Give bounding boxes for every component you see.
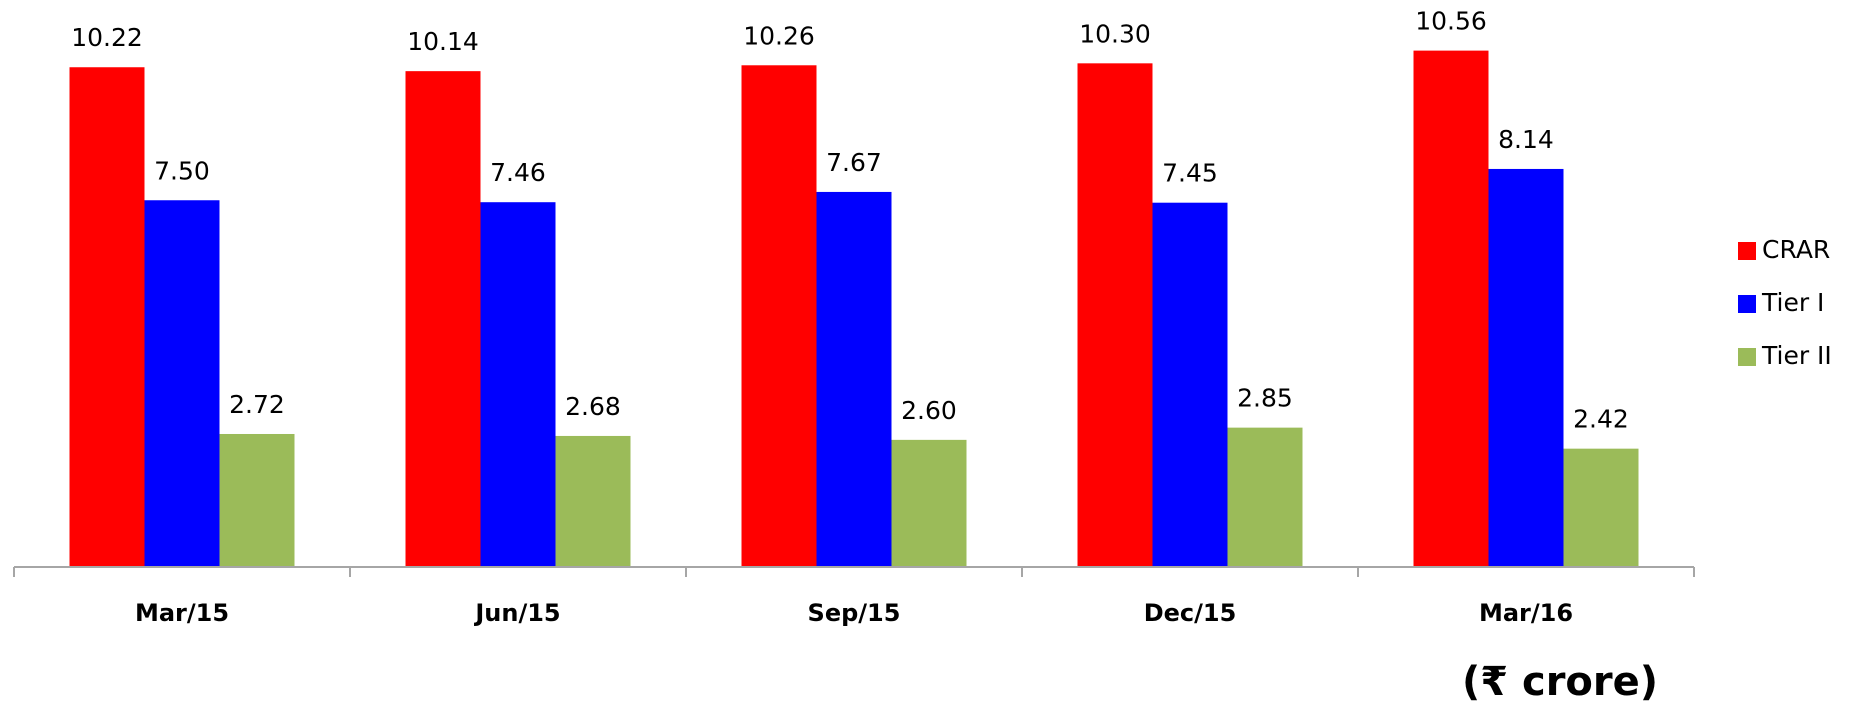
bar — [1077, 63, 1153, 568]
bar — [1152, 202, 1228, 567]
data-label: 2.42 — [1573, 405, 1629, 434]
data-label: 2.85 — [1237, 384, 1293, 413]
bar — [1563, 448, 1639, 567]
legend-swatch — [1738, 242, 1756, 260]
data-label: 10.22 — [71, 23, 143, 52]
legend-label: Tier II — [1761, 341, 1832, 370]
data-label: 7.50 — [154, 156, 210, 185]
bar — [891, 439, 967, 567]
bar — [219, 433, 295, 567]
x-tick-label: Jun/15 — [473, 599, 560, 627]
bar — [1413, 50, 1489, 567]
data-label: 10.26 — [743, 21, 815, 50]
data-label: 7.46 — [490, 158, 546, 187]
data-label: 7.45 — [1162, 159, 1218, 188]
bar — [1488, 168, 1564, 568]
data-label: 8.14 — [1498, 125, 1554, 154]
bar — [816, 191, 892, 567]
legend-swatch — [1738, 348, 1756, 366]
data-label: 2.68 — [565, 392, 621, 421]
data-label: 7.67 — [826, 148, 882, 177]
data-label: 10.14 — [407, 27, 479, 56]
bar — [144, 200, 220, 567]
bar — [741, 65, 817, 567]
x-tick-label: Mar/15 — [135, 599, 229, 627]
bar — [1227, 427, 1303, 567]
x-tick-label: Dec/15 — [1144, 599, 1237, 627]
unit-annotation: (₹ crore) — [1462, 659, 1658, 705]
data-label: 10.30 — [1079, 19, 1151, 48]
legend-label: Tier I — [1761, 288, 1824, 317]
x-tick-label: Mar/16 — [1479, 599, 1573, 627]
x-tick-label: Sep/15 — [808, 599, 901, 627]
data-label: 2.60 — [901, 396, 957, 425]
bar — [480, 202, 556, 567]
legend-label: CRAR — [1762, 235, 1830, 264]
bar — [555, 435, 631, 567]
data-label: 10.56 — [1415, 7, 1487, 36]
bar — [405, 71, 481, 568]
legend-swatch — [1738, 295, 1756, 313]
bar — [69, 67, 145, 567]
data-label: 2.72 — [229, 390, 285, 419]
